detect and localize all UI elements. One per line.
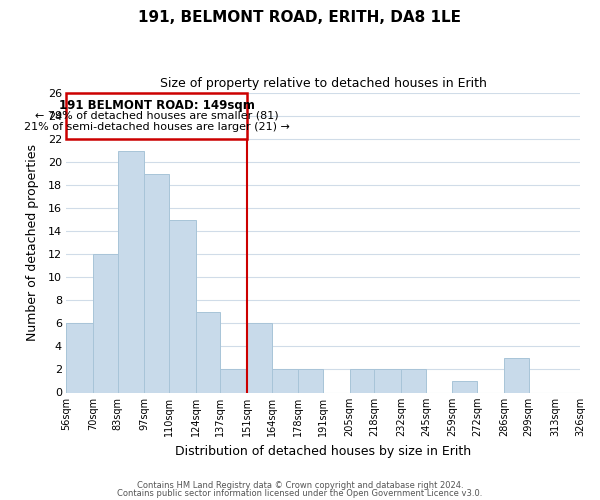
Bar [247,324,272,392]
Text: ← 79% of detached houses are smaller (81): ← 79% of detached houses are smaller (81… [35,110,278,120]
Bar [66,324,93,392]
Bar [350,370,374,392]
Bar [93,254,118,392]
Bar [504,358,529,392]
Text: Contains HM Land Registry data © Crown copyright and database right 2024.: Contains HM Land Registry data © Crown c… [137,481,463,490]
Y-axis label: Number of detached properties: Number of detached properties [26,144,40,342]
Bar [169,220,196,392]
Bar [298,370,323,392]
Text: 21% of semi-detached houses are larger (21) →: 21% of semi-detached houses are larger (… [23,122,289,132]
Bar [118,150,144,392]
Bar [272,370,298,392]
Text: 191 BELMONT ROAD: 149sqm: 191 BELMONT ROAD: 149sqm [59,99,254,112]
Bar [220,370,247,392]
Title: Size of property relative to detached houses in Erith: Size of property relative to detached ho… [160,78,487,90]
Bar [452,381,477,392]
X-axis label: Distribution of detached houses by size in Erith: Distribution of detached houses by size … [175,444,471,458]
Text: 191, BELMONT ROAD, ERITH, DA8 1LE: 191, BELMONT ROAD, ERITH, DA8 1LE [139,10,461,25]
FancyBboxPatch shape [66,93,247,139]
Bar [374,370,401,392]
Bar [401,370,426,392]
Bar [196,312,220,392]
Bar [144,174,169,392]
Text: Contains public sector information licensed under the Open Government Licence v3: Contains public sector information licen… [118,488,482,498]
